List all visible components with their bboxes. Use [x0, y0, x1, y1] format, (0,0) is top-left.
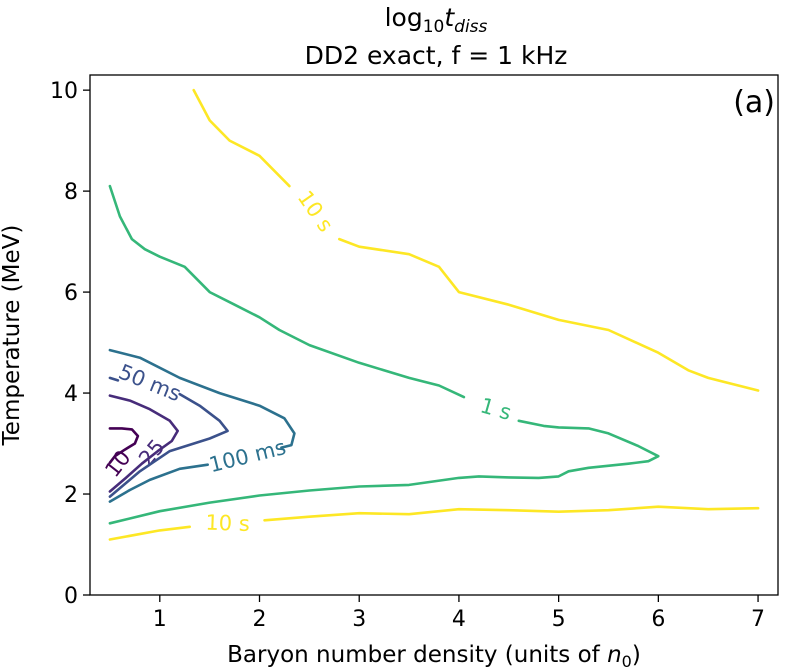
contour-line-25-ms	[108, 394, 179, 493]
x-tick-label: 3	[352, 607, 366, 632]
x-tick-label: 6	[651, 607, 665, 632]
contour-line-100-ms	[108, 463, 209, 503]
y-axis-ticks: 0 2 4 6 8 10	[50, 79, 90, 609]
y-tick-label: 4	[64, 382, 78, 407]
contour-line-10-s	[338, 237, 760, 392]
y-tick-label: 0	[64, 584, 78, 609]
chart-title: log10tdiss	[385, 3, 488, 37]
y-tick-label: 6	[64, 281, 78, 306]
contour-label-10-s: 10 s	[293, 186, 338, 236]
x-axis-label: Baryon number density (units of n0)	[227, 642, 641, 670]
contour-line-10-s	[108, 525, 191, 541]
contour-line-10-s	[192, 88, 291, 188]
x-tick-label: 1	[153, 607, 167, 632]
x-tick-label: 2	[253, 607, 267, 632]
x-tick-label: 7	[751, 607, 765, 632]
contour-label-10-s-lower: 10 s	[205, 511, 250, 537]
y-tick-label: 2	[64, 483, 78, 508]
x-tick-label: 5	[552, 607, 566, 632]
y-axis-label: Temperature (MeV)	[0, 225, 25, 447]
contour-line-10-ms	[108, 427, 140, 464]
x-tick-label: 4	[452, 607, 466, 632]
panel-label: (a)	[733, 85, 775, 120]
contour-line-100-ms	[108, 348, 296, 449]
y-tick-label: 10	[50, 79, 78, 104]
contour-label-1-s: 1 s	[478, 393, 514, 425]
contour-line-50-ms	[108, 392, 229, 498]
contour-line-10-s	[263, 505, 760, 522]
axes-frame	[89, 74, 779, 596]
contour-label-100-ms: 100 ms	[207, 435, 289, 477]
contour-line-1-s	[108, 419, 660, 525]
contour-line-50-ms	[108, 376, 120, 382]
x-axis-ticks: 1 2 3 4 5 6 7	[153, 595, 765, 632]
contour-line-1-s	[108, 184, 466, 399]
y-tick-label: 8	[64, 180, 78, 205]
chart-subtitle: DD2 exact, f = 1 kHz	[305, 41, 568, 70]
contour-label-10-ms: 10	[100, 446, 135, 482]
